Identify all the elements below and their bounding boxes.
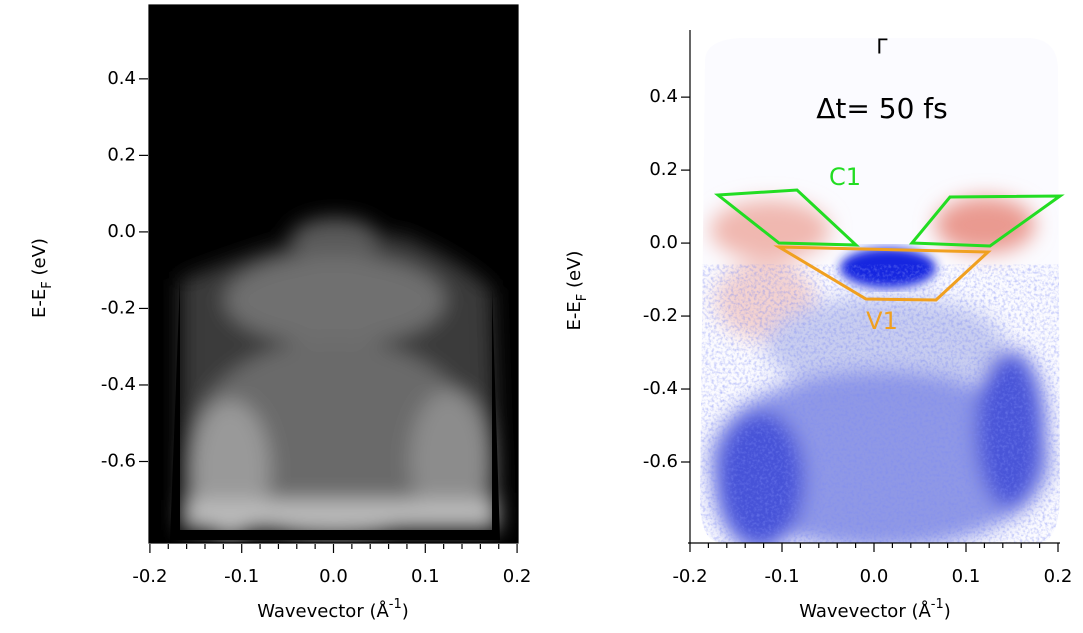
- axis-label: E-EF (eV): [29, 238, 55, 318]
- arpes-image: [149, 5, 518, 543]
- x-tick-label: 0.2: [1044, 566, 1073, 587]
- x-tick-label: 0.2: [503, 566, 532, 587]
- y-tick-label: 0.4: [107, 68, 136, 89]
- y-tick-label: -0.2: [101, 297, 136, 318]
- y-tick-label: -0.2: [643, 305, 678, 326]
- y-tick-label: -0.4: [101, 374, 136, 395]
- annotation: Γ: [876, 35, 888, 59]
- axis-label-part: -1: [931, 597, 944, 612]
- x-tick-label: -0.2: [672, 566, 707, 587]
- axis-label-part: ): [402, 601, 409, 622]
- x-tick-label: 0.1: [952, 566, 981, 587]
- axis-label-part: (eV): [29, 238, 50, 281]
- y-tick-label: -0.6: [643, 451, 678, 472]
- axis-label-part: (eV): [564, 251, 585, 294]
- x-tick-label: -0.1: [224, 566, 259, 587]
- x-tick-label: 0.0: [860, 566, 889, 587]
- x-tick-label: 0.1: [411, 566, 440, 587]
- y-tick-label: 0.4: [649, 86, 678, 107]
- x-tick-label: -0.1: [764, 566, 799, 587]
- plot-frame: [148, 4, 519, 544]
- y-tick-label: -0.4: [643, 378, 678, 399]
- y-tick-label: 0.0: [107, 221, 136, 242]
- annotation: C1: [829, 163, 861, 191]
- axis-label: Wavevector (Å-1): [799, 597, 951, 622]
- axis-label-part: F: [575, 294, 590, 301]
- annotation: V1: [866, 307, 898, 335]
- axis-label-part: F: [40, 281, 55, 288]
- axis-label-part: -1: [389, 597, 402, 612]
- x-tick-label: -0.2: [132, 566, 167, 587]
- y-tick-label: 0.0: [649, 232, 678, 253]
- x-tick-label: 0.0: [319, 566, 348, 587]
- y-tick-label: 0.2: [649, 159, 678, 180]
- axis-label-part: E-E: [564, 301, 585, 330]
- region-outlines: [713, 188, 1065, 302]
- y-tick-label: 0.2: [107, 144, 136, 165]
- axis-label-part: Wavevector (Å: [799, 600, 931, 622]
- difference-image: [700, 38, 1060, 543]
- axis-label-part: ): [944, 601, 951, 622]
- axis-label: E-EF (eV): [564, 251, 590, 331]
- axis-label-part: E-E: [29, 289, 50, 318]
- axis-label: Wavevector (Å-1): [257, 597, 409, 622]
- annotation: Δt= 50 fs: [816, 92, 947, 125]
- y-tick-label: -0.6: [101, 450, 136, 471]
- axis-label-part: Wavevector (Å: [257, 600, 389, 622]
